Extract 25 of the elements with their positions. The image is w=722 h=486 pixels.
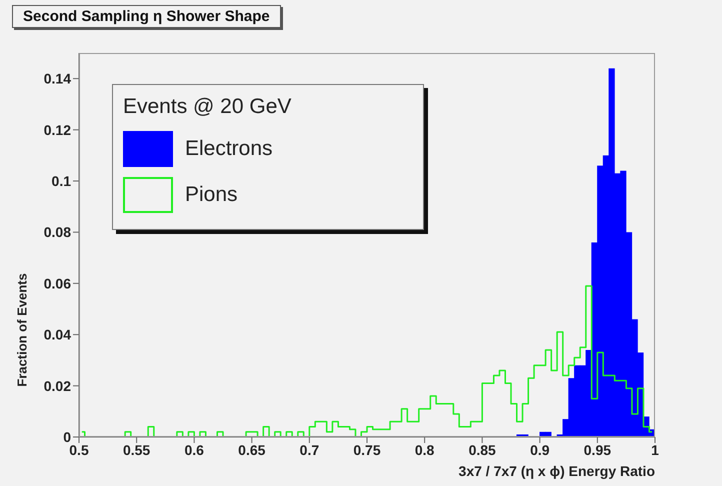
x-axis-title: 3x7 / 7x7 (η x ϕ) Energy Ratio: [458, 463, 655, 479]
x-tick-label: 0.95: [584, 442, 612, 458]
chart-title: Second Sampling η Shower Shape: [12, 5, 281, 28]
y-tick-label: 0.06: [44, 275, 72, 292]
y-tick-label: 0.12: [44, 122, 72, 138]
x-tick-label: 0.8: [414, 442, 435, 458]
x-tick-label: 0.65: [238, 442, 266, 458]
y-tick-label: 0: [63, 428, 72, 445]
y-tick-label: 0.14: [44, 70, 72, 87]
y-tick-label: 0.08: [44, 224, 72, 240]
y-tick-label: 0.02: [44, 378, 72, 394]
legend-label: Electrons: [185, 137, 273, 161]
y-axis-title: Fraction of Events: [14, 273, 30, 387]
x-tick-label: 0.85: [468, 442, 496, 458]
y-tick-label: 0.04: [44, 326, 72, 343]
x-tick-label: 1: [651, 442, 660, 458]
y-tick-label: 0.1: [52, 172, 72, 189]
x-tick-label: 0.55: [122, 442, 150, 458]
x-tick-label: 0.75: [353, 442, 381, 458]
x-tick-label: 0.5: [69, 442, 89, 458]
legend-title: Events @ 20 GeV: [123, 95, 292, 119]
x-tick-label: 0.7: [300, 442, 320, 458]
x-tick-label: 0.9: [530, 442, 550, 458]
legend-label: Pions: [185, 183, 238, 207]
x-tick-label: 0.6: [184, 442, 204, 458]
